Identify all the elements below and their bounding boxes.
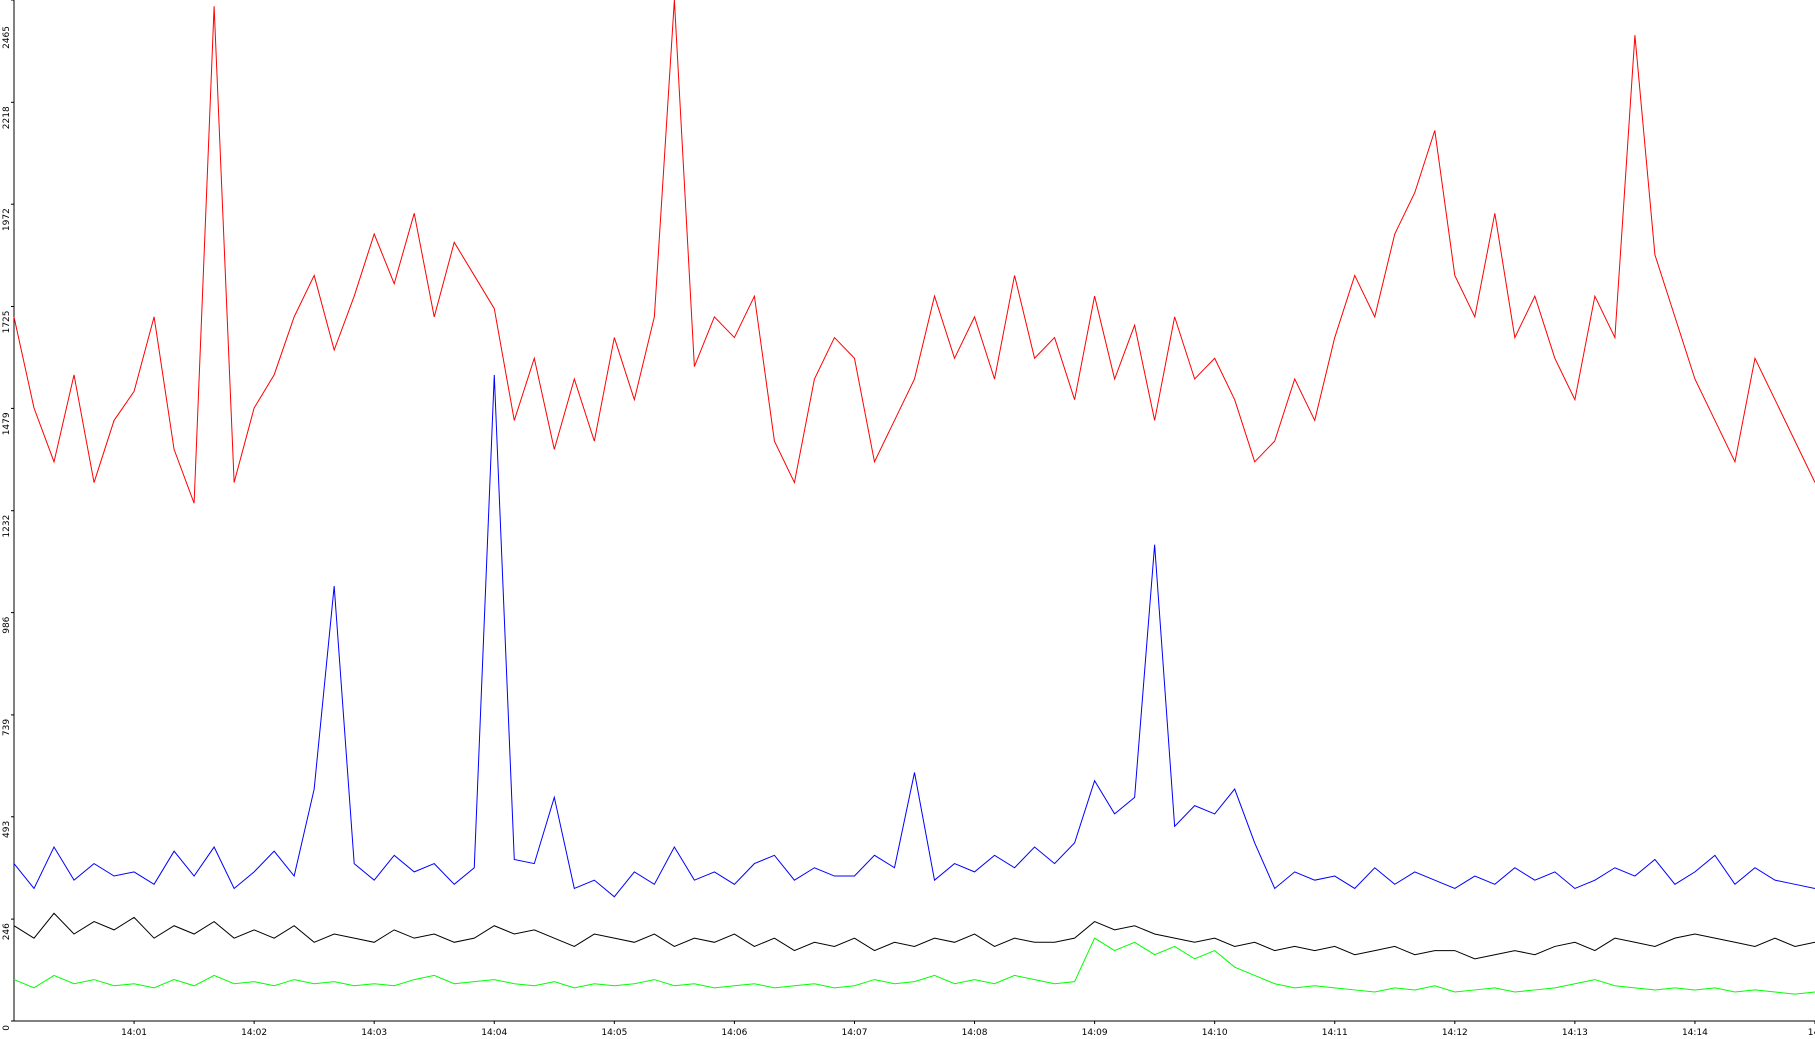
x-tick-label: 14:06 [721, 1028, 747, 1038]
y-tick-label: 2465 [2, 26, 12, 49]
series-line [13, 374, 1815, 898]
x-tick-label: 14:12 [1442, 1028, 1468, 1038]
y-tick-label: 246 [2, 923, 12, 940]
x-tick-label: 14:07 [841, 1028, 867, 1038]
x-tick-label: 14:04 [481, 1028, 507, 1038]
y-tick-label: 0 [2, 1025, 12, 1031]
series-line [13, 912, 1815, 960]
x-tick-label: 14:01 [121, 1028, 147, 1038]
y-tick-label: 1725 [2, 311, 12, 334]
x-tick-label: 14:05 [601, 1028, 627, 1038]
x-tick-label: 14:14 [1682, 1028, 1708, 1038]
x-tick-label: 14: [1808, 1028, 1815, 1038]
series-line [13, 937, 1815, 995]
y-tick-label: 2218 [2, 106, 12, 129]
y-tick-label: 1232 [2, 515, 12, 538]
series-line [13, 0, 1815, 504]
y-tick-label: 1479 [2, 412, 12, 435]
x-tick-label: 14:03 [361, 1028, 387, 1038]
y-tick-label: 1972 [2, 208, 12, 231]
x-tick-label: 14:13 [1562, 1028, 1588, 1038]
x-tick-label: 14:10 [1202, 1028, 1228, 1038]
y-tick-label: 739 [2, 719, 12, 736]
x-tick-label: 14:09 [1082, 1028, 1108, 1038]
x-tick-label: 14:02 [241, 1028, 267, 1038]
y-tick-label: 493 [2, 821, 12, 838]
x-tick-label: 14:08 [962, 1028, 988, 1038]
x-tick-label: 14:11 [1322, 1028, 1348, 1038]
y-tick-label: 986 [2, 616, 12, 633]
